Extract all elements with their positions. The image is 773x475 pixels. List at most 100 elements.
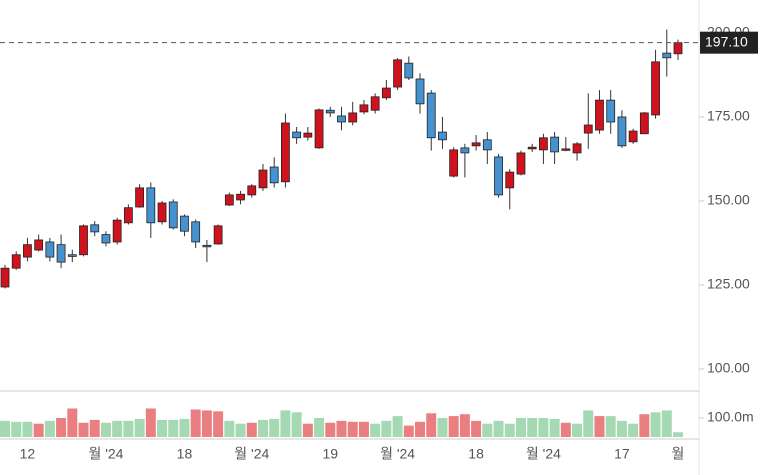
- candle-body: [191, 221, 201, 243]
- candle-body: [348, 112, 358, 123]
- candle-body: [527, 146, 537, 150]
- y-tick-label: 175.00: [707, 108, 750, 124]
- x-tick-label: 12: [20, 446, 36, 462]
- candle-body: [112, 219, 122, 243]
- candle-body: [34, 239, 44, 251]
- volume-bar: [594, 416, 605, 437]
- candle-body: [314, 109, 324, 149]
- candle-body: [639, 112, 649, 135]
- candle-body: [381, 87, 391, 99]
- candle-body: [325, 109, 335, 114]
- volume-bar: [190, 409, 201, 437]
- y-tick-label: 150.00: [707, 192, 750, 208]
- candle-body: [146, 187, 156, 224]
- x-tick-label: 18: [177, 446, 193, 462]
- volume-bar: [572, 423, 583, 437]
- candle-body: [583, 124, 593, 134]
- volume-bar: [358, 421, 369, 437]
- candle-body: [617, 116, 627, 147]
- last-price-label: 197.10: [705, 33, 748, 49]
- candle-body: [157, 202, 167, 223]
- volume-bar: [145, 408, 156, 437]
- candle-body: [516, 152, 526, 175]
- candle-body: [482, 139, 492, 151]
- volume-bar: [213, 411, 224, 437]
- x-tick-label: 월 '24: [380, 446, 415, 462]
- candle-body: [404, 62, 414, 79]
- candle-body: [415, 78, 425, 105]
- volume-bar: [325, 422, 336, 437]
- volume-bar: [179, 418, 190, 437]
- candle-body: [393, 59, 402, 88]
- candle-body: [438, 131, 447, 141]
- volume-bar: [168, 419, 179, 437]
- volume-bar: [302, 423, 313, 437]
- volume-bar: [515, 418, 526, 437]
- volume-bar: [336, 420, 347, 437]
- candle-body: [180, 215, 189, 232]
- volume-bar: [44, 420, 55, 437]
- volume-bar: [560, 422, 571, 437]
- candle-body: [370, 96, 380, 111]
- y-tick-label: 125.00: [707, 276, 750, 292]
- volume-bar: [78, 422, 89, 437]
- candle-body: [135, 187, 145, 208]
- candle-body: [236, 193, 245, 201]
- candle-body: [337, 115, 346, 123]
- candle-body: [281, 122, 290, 183]
- y-tick-label: 100.00: [707, 360, 750, 376]
- volume-bar: [639, 414, 650, 437]
- x-tick-label: 18: [468, 446, 484, 462]
- volume-bar: [56, 418, 67, 437]
- volume-bar: [67, 408, 78, 437]
- candle-body: [662, 52, 672, 59]
- candle-body: [90, 224, 100, 233]
- volume-bar: [11, 421, 22, 437]
- volume-bar: [89, 419, 100, 437]
- volume-bar: [661, 410, 672, 437]
- candle-body: [651, 61, 660, 116]
- volume-bar: [112, 420, 123, 437]
- volume-bar: [403, 425, 414, 437]
- volume-bar: [482, 423, 493, 437]
- candle-body: [606, 99, 616, 123]
- candle-body: [11, 254, 21, 269]
- volume-bar: [538, 418, 549, 437]
- volume-bar: [549, 418, 560, 437]
- candle-body: [471, 142, 481, 147]
- candle-body: [292, 131, 302, 139]
- x-tick-label: 19: [322, 446, 338, 462]
- candle-body: [539, 137, 548, 151]
- x-tick-label: 월 '24: [526, 446, 561, 462]
- candle-body: [460, 147, 470, 154]
- candle-body: [550, 136, 560, 153]
- x-tick-label: 월 '24: [88, 446, 123, 462]
- volume-bar: [22, 421, 33, 437]
- volume-bar: [224, 420, 235, 437]
- candle-body: [494, 156, 503, 196]
- candle-body: [426, 92, 436, 139]
- volume-bar: [0, 420, 10, 437]
- volume-bar: [493, 420, 504, 437]
- volume-bar: [583, 410, 594, 437]
- candle-body: [359, 104, 369, 113]
- candle-body: [123, 207, 133, 224]
- volume-bar: [123, 420, 134, 437]
- volume-bar: [459, 414, 470, 437]
- x-tick-label: 17: [614, 446, 630, 462]
- candle-body: [213, 225, 223, 245]
- volume-bar: [257, 419, 268, 437]
- last-price-box: [700, 31, 758, 54]
- candle-body: [673, 42, 683, 55]
- volume-bar: [347, 421, 358, 437]
- candle-body: [0, 267, 10, 288]
- volume-bar: [392, 416, 403, 437]
- volume-bar: [504, 423, 515, 437]
- volume-bar: [628, 423, 639, 437]
- volume-bar: [235, 423, 246, 437]
- candle-body: [505, 171, 515, 189]
- volume-bar: [100, 422, 111, 437]
- volume-bar: [134, 418, 145, 437]
